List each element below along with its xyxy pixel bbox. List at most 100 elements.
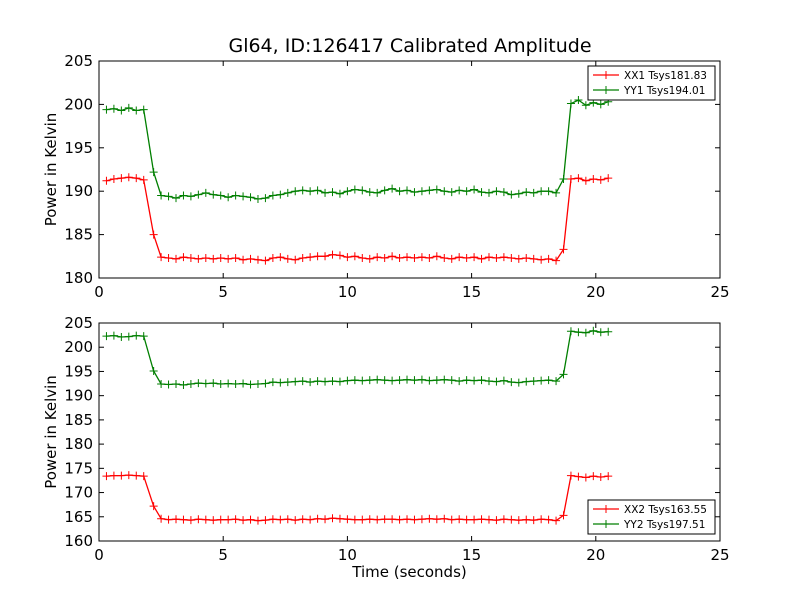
data-point [132,471,141,480]
data-point [186,380,195,389]
data-point [529,516,538,525]
data-point [477,188,486,197]
data-point [157,253,166,262]
data-point [328,514,337,523]
data-point [514,516,523,525]
legend: XX1 Tsys181.83 YY1 Tsys194.01 [587,65,716,101]
data-point [552,256,561,265]
data-point [403,515,412,524]
data-point [117,471,126,480]
legend-label: XX1 Tsys181.83 [624,70,707,82]
data-point [566,327,575,336]
data-point [529,188,538,197]
data-point [253,516,262,525]
data-point [589,326,598,335]
data-point [455,377,464,386]
data-point [239,255,248,264]
data-point [403,375,412,384]
data-point [209,254,218,263]
y-tick-label: 175 [64,459,93,477]
data-point [574,472,583,481]
data-point [201,188,210,197]
chart-2: 0 5 10 15 20 25 160 165 170 175 180 185 190 195 200 205… [42,314,730,581]
data-point [239,516,248,525]
data-point [395,515,404,524]
data-point [216,380,225,389]
data-point [365,515,374,524]
plot-frame [98,322,721,542]
data-point [596,328,605,337]
data-point [124,173,133,182]
data-point [462,187,471,196]
x-tick-label: 0 [94,283,104,301]
data-point [194,379,203,388]
data-point [358,254,367,263]
data-point [388,376,397,385]
data-point [149,230,158,239]
data-point [216,515,225,524]
data-point [313,252,322,261]
data-point [537,515,546,524]
data-point [179,191,188,200]
data-point [186,254,195,263]
data-point [462,254,471,263]
plot-frame [98,60,721,279]
data-point [470,515,479,524]
data-point [529,377,538,386]
data-point [499,376,508,385]
data-point [537,376,546,385]
data-point [462,376,471,385]
data-point [522,254,531,263]
data-point [380,376,389,385]
series-line-2 [106,99,609,200]
data-point [117,106,126,115]
data-point [388,184,397,193]
data-point [596,175,605,184]
data-point [492,516,501,525]
data-point [179,515,188,524]
data-point [395,376,404,385]
data-point [268,378,277,387]
data-point [596,100,605,109]
data-point [484,253,493,262]
data-point [440,375,449,384]
y-tick-label: 205 [64,52,93,70]
legend-entry: XX1 Tsys181.83 [593,70,707,82]
y-tick-label: 180 [64,269,93,287]
data-point [574,96,583,105]
data-point [403,186,412,195]
figure-title: Gl64, ID:126417 Calibrated Amplitude [228,35,591,57]
data-point [484,188,493,197]
legend-marker [602,505,610,513]
y-tick-label: 185 [64,411,93,429]
data-point [102,105,111,114]
data-point [388,515,397,524]
data-point [492,187,501,196]
data-point [447,515,456,524]
data-point [164,254,173,263]
data-point [470,253,479,262]
data-point [417,253,426,262]
legend-entry: YY1 Tsys194.01 [593,85,705,97]
data-point [410,376,419,385]
data-point [462,515,471,524]
y-tick-label: 205 [64,314,93,332]
data-point [410,254,419,263]
data-point [179,381,188,390]
data-point [552,188,561,197]
data-point [194,254,203,263]
data-point [261,379,270,388]
data-point [246,254,255,263]
data-point [291,187,300,196]
data-point [425,254,434,263]
data-point [209,190,218,199]
data-point [388,252,397,261]
data-point [499,253,508,262]
y-axis-label: Power in Kelvin [42,375,60,489]
y-tick-label: 185 [64,226,93,244]
data-point [343,515,352,524]
data-point [186,516,195,525]
x-tick-label: 20 [586,283,605,301]
data-point [581,473,590,482]
data-point [589,175,598,184]
